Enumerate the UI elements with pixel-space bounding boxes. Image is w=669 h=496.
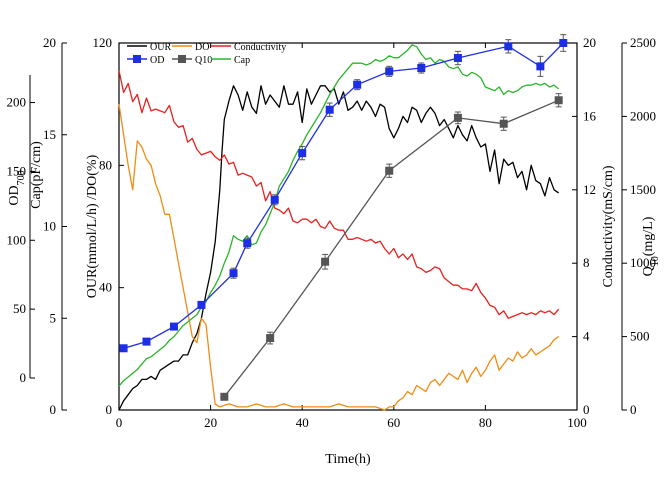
x-tick-label: 80 <box>479 415 492 430</box>
series-line-our <box>118 85 560 411</box>
q10-y-tick-label: 1500 <box>630 182 656 197</box>
legend-marker-q10 <box>178 55 186 63</box>
data-point-od <box>298 149 307 158</box>
data-point-q10 <box>266 334 275 343</box>
series-line-do <box>118 104 560 411</box>
cond-y-tick-label: 8 <box>583 255 590 270</box>
data-point-od <box>142 337 151 346</box>
data-point-q10 <box>453 113 462 122</box>
od-y-tick-label: 200 <box>7 95 27 110</box>
cond-y-tick-label: 4 <box>583 329 590 344</box>
x-tick-label: 100 <box>567 415 587 430</box>
legend-label-q10: Q10 <box>195 55 212 66</box>
cap-y-tick-label: 10 <box>43 219 56 234</box>
data-point-od <box>325 105 334 114</box>
data-point-od <box>197 300 206 309</box>
plot-border <box>118 42 578 411</box>
x-tick-label: 0 <box>116 415 123 430</box>
data-point-q10 <box>554 96 563 105</box>
cond-y-tick-label: 16 <box>583 108 597 123</box>
plot-frame <box>118 42 578 411</box>
x-tick-label: 20 <box>204 415 217 430</box>
main-y-tick-label: 0 <box>106 402 113 417</box>
q10-y-tick-label: 2500 <box>630 35 656 50</box>
data-point-od <box>243 239 252 248</box>
series-layer <box>118 44 560 411</box>
data-point-od <box>417 64 426 73</box>
cond-y-axis-label: Conductivity(mS/cm) <box>601 165 616 287</box>
od-y-tick-label: 100 <box>7 232 27 247</box>
series-line-conductivity <box>118 70 560 319</box>
series-line-od <box>123 42 564 349</box>
legend-label-our: OUR <box>150 42 171 53</box>
legend-label-do: DO <box>195 42 209 53</box>
right-axes: 0 4 8 12 16 20 Conductivity(mS/cm) 0 500 1000 1500… <box>572 35 661 417</box>
cap-y-tick-label: 0 <box>50 402 57 417</box>
legend-label-od: OD <box>150 55 164 66</box>
legend-marker-od <box>133 55 141 63</box>
data-point-od <box>536 62 545 71</box>
data-point-od <box>559 39 568 47</box>
x-tick-label: 60 <box>387 415 400 430</box>
x-axis-label: Time(h) <box>325 452 371 467</box>
data-point-od <box>169 322 178 331</box>
data-point-od <box>270 195 279 204</box>
q10-y-tick-label: 0 <box>630 402 637 417</box>
main-y-tick-label: 80 <box>99 157 112 172</box>
cap-y-tick-label: 5 <box>50 310 57 325</box>
data-point-od <box>353 80 362 89</box>
data-point-od <box>119 344 128 353</box>
od-y-axis-label: OD700 <box>7 170 27 205</box>
data-point-od <box>229 269 238 278</box>
cap-y-tick-label: 20 <box>43 35 56 50</box>
cond-y-tick-label: 0 <box>583 402 590 417</box>
od-y-tick-label: 150 <box>7 163 27 178</box>
cond-y-tick-label: 20 <box>583 35 596 50</box>
data-point-q10 <box>321 257 330 266</box>
main-y-tick-label: 120 <box>93 35 113 50</box>
cond-y-tick-label: 12 <box>583 182 596 197</box>
left-axes: 0 20 40 60 80 100Time(h)04080120OUR(mmol/L/h)… <box>7 35 587 467</box>
data-point-od <box>453 54 462 63</box>
legend: OUR DO Conductivity OD Q10 Cap <box>127 42 286 66</box>
series-line-q10 <box>223 99 559 398</box>
cap-y-tick-label: 15 <box>43 127 56 142</box>
main-y-tick-label: 40 <box>99 280 112 295</box>
od-y-tick-label: 0 <box>20 370 27 385</box>
q10-y-axis-label: Q10(mg/L) <box>641 216 661 276</box>
q10-y-tick-label: 2000 <box>630 108 656 123</box>
legend-label-conductivity: Conductivity <box>234 42 286 53</box>
cap-y-axis-label: Cap(pF/cm) <box>29 141 44 209</box>
series-line-cap <box>118 44 560 387</box>
q10-y-tick-label: 500 <box>630 329 650 344</box>
data-point-q10 <box>499 119 508 128</box>
legend-label-cap: Cap <box>234 55 250 66</box>
main-y-axis-label: OUR(mmol/L/h) /DO(%) <box>85 154 100 298</box>
data-point-od <box>385 67 394 76</box>
marker-layer <box>119 34 568 401</box>
data-point-q10 <box>220 392 229 401</box>
data-point-q10 <box>385 166 394 175</box>
data-point-od <box>504 42 513 51</box>
x-tick-label: 40 <box>296 415 309 430</box>
od-y-tick-label: 50 <box>13 301 26 316</box>
q10-y-tick-label: 1000 <box>630 255 656 270</box>
